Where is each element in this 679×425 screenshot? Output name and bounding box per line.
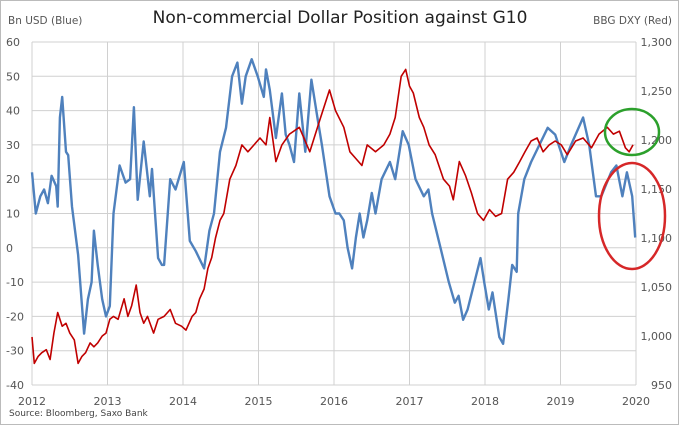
x-tick-label: 2012 — [18, 395, 46, 408]
left-tick-label: 20 — [6, 173, 20, 186]
right-tick-label: 1,300 — [641, 36, 673, 49]
left-tick-label: -30 — [6, 345, 24, 358]
left-tick-label: 30 — [6, 139, 20, 152]
right-tick-label: 1,150 — [641, 183, 673, 196]
right-tick-label: 950 — [651, 379, 672, 392]
red-annotation-circle — [597, 161, 667, 271]
right-tick-label: 1,100 — [641, 232, 673, 245]
left-axis-title: Bn USD (Blue) — [8, 15, 82, 27]
right-tick-label: 1,250 — [641, 85, 673, 98]
usd-position-blue-line — [30, 58, 637, 345]
left-tick-label: 50 — [6, 70, 20, 83]
right-tick-label: 1,050 — [641, 281, 673, 294]
left-tick-label: -10 — [6, 276, 24, 289]
x-tick-label: 2015 — [245, 395, 273, 408]
left-tick-label: 10 — [6, 208, 20, 221]
left-tick-label: 0 — [6, 242, 13, 255]
gridlines — [31, 41, 637, 386]
left-tick-label: -20 — [6, 310, 24, 323]
dxy-red-line — [31, 68, 634, 365]
series-lines — [30, 58, 637, 365]
x-tick-label: 2016 — [320, 395, 348, 408]
x-tick-label: 2017 — [396, 395, 424, 408]
left-tick-label: 40 — [6, 105, 20, 118]
x-tick-label: 2018 — [471, 395, 499, 408]
x-tick-label: 2020 — [622, 395, 650, 408]
right-tick-label: 1,000 — [641, 330, 673, 343]
source-note: Source: Bloomberg, Saxo Bank — [9, 409, 149, 419]
x-tick-label: 2019 — [547, 395, 575, 408]
chart-title: Non-commercial Dollar Position against G… — [153, 8, 528, 28]
x-tick-label: 2014 — [169, 395, 197, 408]
left-tick-label: 60 — [6, 36, 20, 49]
x-tick-label: 2013 — [94, 395, 122, 408]
green-annotation-circle — [603, 107, 661, 157]
left-tick-label: -40 — [6, 379, 24, 392]
right-axis-title: BBG DXY (Red) — [593, 15, 672, 27]
